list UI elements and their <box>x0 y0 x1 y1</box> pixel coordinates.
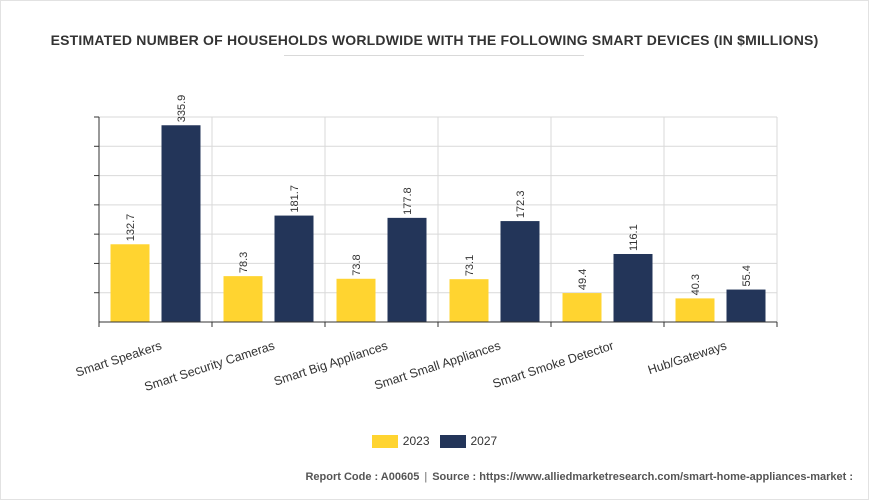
bar-2023-3[interactable] <box>449 279 489 322</box>
bar-2027-5[interactable] <box>726 289 766 322</box>
data-label-2027-1: 181.7 <box>289 185 301 213</box>
legend-swatch-2023 <box>371 434 398 448</box>
grid-layer <box>99 116 778 322</box>
footer: Report Code : A00605 | Source : https://ww… <box>305 471 853 483</box>
legend-swatch-2027 <box>439 434 466 448</box>
x-tick-label-3: Smart Small Appliances <box>373 339 503 393</box>
legend-label-2027: 2027 <box>470 434 498 448</box>
bar-2027-2[interactable] <box>387 217 427 322</box>
source-text: Source : https://www.alliedmarketresearc… <box>432 471 853 483</box>
footer-separator: | <box>424 471 428 483</box>
bar-2023-2[interactable] <box>336 278 376 322</box>
x-tick-label-1: Smart Security Cameras <box>143 339 277 394</box>
data-label-2023-5: 40.3 <box>690 274 702 295</box>
axis-layer <box>94 116 778 327</box>
title-underline <box>284 55 584 56</box>
bar-2027-1[interactable] <box>274 215 314 322</box>
legend-item-2023[interactable]: 2023 <box>371 434 430 448</box>
data-label-2027-4: 116.1 <box>628 224 640 251</box>
bar-2027-4[interactable] <box>613 253 653 322</box>
bars-layer <box>110 125 766 322</box>
legend-label-2023: 2023 <box>402 434 430 448</box>
bar-2023-1[interactable] <box>223 276 263 322</box>
legend: 2023 2027 <box>0 434 869 448</box>
x-tick-label-4: Smart Smoke Detector <box>491 339 616 391</box>
bar-2027-0[interactable] <box>161 125 201 322</box>
report-code: Report Code : A00605 <box>305 471 420 483</box>
data-label-2023-1: 78.3 <box>238 252 250 273</box>
data-label-2027-0: 335.9 <box>176 95 188 123</box>
data-label-2027-5: 55.4 <box>741 265 753 286</box>
legend-item-2027[interactable]: 2027 <box>439 434 498 448</box>
bar-2023-4[interactable] <box>562 293 602 322</box>
bar-2027-3[interactable] <box>500 221 540 322</box>
data-label-2023-3: 73.1 <box>464 255 476 276</box>
bar-2023-0[interactable] <box>110 244 150 322</box>
data-label-2027-2: 177.8 <box>402 187 414 215</box>
x-tick-label-2: Smart Big Appliances <box>272 339 389 389</box>
data-label-2023-4: 49.4 <box>577 269 589 290</box>
x-tick-label-0: Smart Speakers <box>74 339 164 380</box>
x-tick-label-5: Hub/Gateways <box>646 339 728 378</box>
chart-title: ESTIMATED NUMBER OF HOUSEHOLDS WORLDWIDE… <box>50 32 819 48</box>
data-label-2023-0: 132.7 <box>125 214 137 242</box>
data-label-2023-2: 73.8 <box>351 254 363 275</box>
data-label-2027-3: 172.3 <box>515 191 527 219</box>
bar-2023-5[interactable] <box>675 298 715 322</box>
